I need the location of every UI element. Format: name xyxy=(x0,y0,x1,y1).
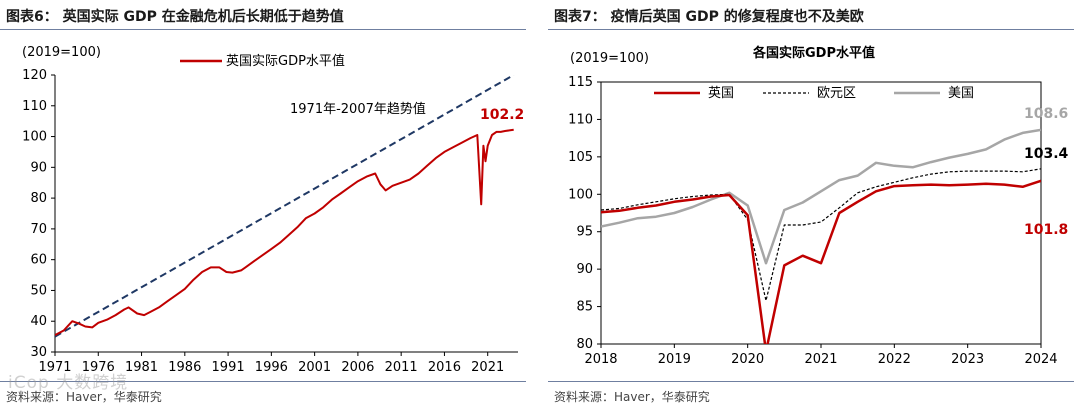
left-x-tick-label: 2001 xyxy=(298,360,331,375)
right-chart-title: 各国实际GDP水平值 xyxy=(752,45,875,61)
right-y-tick-label: 85 xyxy=(576,300,593,315)
right-legend-us-label: 美国 xyxy=(948,86,974,101)
right-x-tick-label: 2022 xyxy=(878,352,911,367)
left-x-tick-label: 1986 xyxy=(168,360,201,375)
left-y-tick-label: 110 xyxy=(22,99,47,114)
right-y-tick-label: 100 xyxy=(568,187,593,202)
right-x-tick-label: 2019 xyxy=(658,352,691,367)
right-y-tick-label: 115 xyxy=(568,75,593,90)
left-figure: 图表6： 英国实际 GDP 在金融危机后长期低于趋势值 30 40 50 60 70 80… xyxy=(0,0,532,407)
right-y-tick-label: 90 xyxy=(576,262,593,277)
right-series-group xyxy=(601,128,1041,344)
left-x-tick-label: 1996 xyxy=(255,360,288,375)
watermark: iCop 大数跨境 xyxy=(8,373,129,393)
left-y-tick-label: 100 xyxy=(22,130,47,145)
left-x-tick-label: 2011 xyxy=(385,360,418,375)
left-source-note: 资料来源：Haver，华泰研究 xyxy=(6,390,162,404)
right-us-line xyxy=(601,128,1041,265)
left-y-tick-label: 40 xyxy=(30,314,47,329)
left-bottom-rule xyxy=(0,381,526,382)
right-plot-frame xyxy=(600,81,1042,345)
left-x-tick-label: 1991 xyxy=(212,360,245,375)
right-bottom-rule xyxy=(548,381,1074,382)
left-gdp-line xyxy=(55,128,514,336)
left-x-tick-label: 2006 xyxy=(341,360,374,375)
left-unit-label: (2019=100) xyxy=(22,45,101,60)
right-end-label-uk: 101.8 xyxy=(1024,222,1068,238)
left-legend-label: 英国实际GDP水平值 xyxy=(226,53,345,69)
left-trend-annotation: 1971年-2007年趋势值 xyxy=(290,101,426,117)
right-end-label-eurozone: 103.4 xyxy=(1024,146,1069,162)
left-y-tick-label: 50 xyxy=(30,283,47,298)
right-figure-title: 图表7： 疫情后英国 GDP 的修复程度也不及美欧 xyxy=(554,9,864,25)
left-x-tick-label: 1976 xyxy=(82,360,115,375)
right-y-tick-label: 105 xyxy=(568,150,593,165)
right-x-tick-label: 2018 xyxy=(584,352,617,367)
right-end-label-us: 108.6 xyxy=(1024,106,1068,122)
right-y-tick-label: 95 xyxy=(576,225,593,240)
left-x-tick-label: 1971 xyxy=(38,360,71,375)
right-chart: 80 85 90 95 100 105 110 115 2018 2019 2020 2021 2022… xyxy=(568,45,1069,367)
left-figure-title: 图表6： 英国实际 GDP 在金融危机后长期低于趋势值 xyxy=(6,9,344,25)
right-figure: 图表7： 疫情后英国 GDP 的修复程度也不及美欧 80 85 90 95 100 105… xyxy=(548,0,1080,407)
right-x-tick-label: 2021 xyxy=(804,352,837,367)
right-unit-label: (2019=100) xyxy=(570,51,649,66)
left-chart: 30 40 50 60 70 80 90 100 110 120 1971 1976 1981 1986 1… xyxy=(22,45,524,375)
left-title-rule xyxy=(0,29,526,30)
left-x-tick-label: 2021 xyxy=(471,360,504,375)
left-x-tick-label: 2016 xyxy=(428,360,461,375)
right-uk-line xyxy=(601,179,1041,344)
right-y-tick-label: 110 xyxy=(568,112,593,127)
left-x-tick-label: 1981 xyxy=(125,360,158,375)
right-source-note: 资料来源：Haver，华泰研究 xyxy=(554,390,710,404)
right-x-tick-label: 2024 xyxy=(1024,352,1057,367)
right-x-tick-label: 2020 xyxy=(731,352,764,367)
right-eurozone-line xyxy=(601,168,1041,302)
left-y-tick-label: 60 xyxy=(30,253,47,268)
left-y-tick-label: 90 xyxy=(30,160,47,175)
left-series-group xyxy=(55,75,515,338)
left-y-tick-label: 70 xyxy=(30,222,47,237)
right-legend-uk-label: 英国 xyxy=(708,86,734,101)
right-x-tick-label: 2023 xyxy=(951,352,984,367)
left-y-tick-label: 80 xyxy=(30,191,47,206)
right-legend-eurozone-label: 欧元区 xyxy=(817,86,856,101)
left-trend-line xyxy=(55,75,515,338)
right-title-rule xyxy=(548,29,1074,30)
left-y-tick-label: 30 xyxy=(30,345,47,360)
right-y-tick-label: 80 xyxy=(576,337,593,352)
left-end-label: 102.2 xyxy=(480,107,524,123)
left-y-tick-label: 120 xyxy=(22,68,47,83)
